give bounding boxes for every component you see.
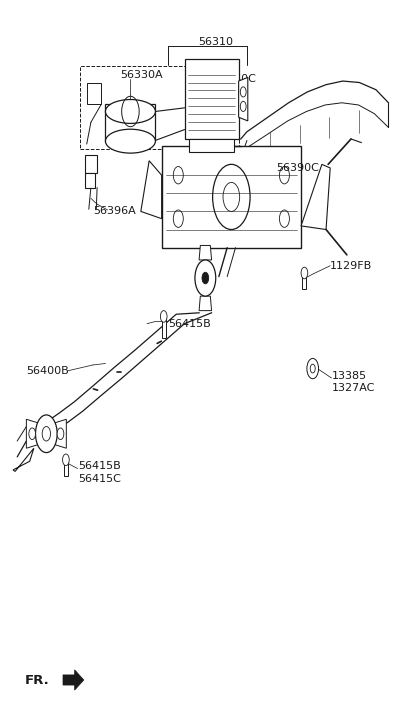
Polygon shape <box>13 449 34 471</box>
Polygon shape <box>162 146 301 248</box>
Text: 56396A: 56396A <box>93 206 136 217</box>
Circle shape <box>62 454 69 465</box>
Polygon shape <box>64 459 68 475</box>
Polygon shape <box>36 428 57 440</box>
Polygon shape <box>85 173 95 188</box>
Circle shape <box>36 415 57 453</box>
Ellipse shape <box>106 129 155 153</box>
Polygon shape <box>239 78 248 121</box>
Circle shape <box>307 358 318 379</box>
Circle shape <box>202 272 209 284</box>
Circle shape <box>42 427 51 441</box>
Polygon shape <box>106 104 155 141</box>
Ellipse shape <box>106 100 155 124</box>
Text: 1129FB: 1129FB <box>330 261 372 270</box>
Text: 56415B: 56415B <box>78 462 121 471</box>
Text: 56415C: 56415C <box>78 474 121 483</box>
Polygon shape <box>87 82 101 104</box>
Polygon shape <box>184 60 239 139</box>
Polygon shape <box>54 419 66 449</box>
Polygon shape <box>141 161 162 219</box>
Text: 56400B: 56400B <box>26 366 69 376</box>
Text: FR.: FR. <box>24 674 49 687</box>
Polygon shape <box>189 139 235 152</box>
Circle shape <box>195 260 216 296</box>
Text: 13385: 13385 <box>332 371 367 381</box>
Circle shape <box>310 364 315 373</box>
Polygon shape <box>63 670 84 690</box>
Polygon shape <box>162 316 166 338</box>
Text: 56310: 56310 <box>198 37 233 47</box>
Polygon shape <box>85 155 97 173</box>
Text: 56340C: 56340C <box>214 74 256 84</box>
Polygon shape <box>303 273 306 289</box>
Bar <box>80 66 239 149</box>
Circle shape <box>160 310 167 322</box>
Circle shape <box>29 428 36 440</box>
Polygon shape <box>199 296 212 310</box>
Circle shape <box>301 268 308 278</box>
Polygon shape <box>301 164 330 230</box>
Circle shape <box>57 428 64 440</box>
Text: 1327AC: 1327AC <box>332 383 376 393</box>
Polygon shape <box>26 419 38 449</box>
Polygon shape <box>199 246 212 260</box>
Text: 56330A: 56330A <box>120 70 163 79</box>
Text: 56390C: 56390C <box>276 163 319 173</box>
Text: 56415B: 56415B <box>168 318 211 329</box>
